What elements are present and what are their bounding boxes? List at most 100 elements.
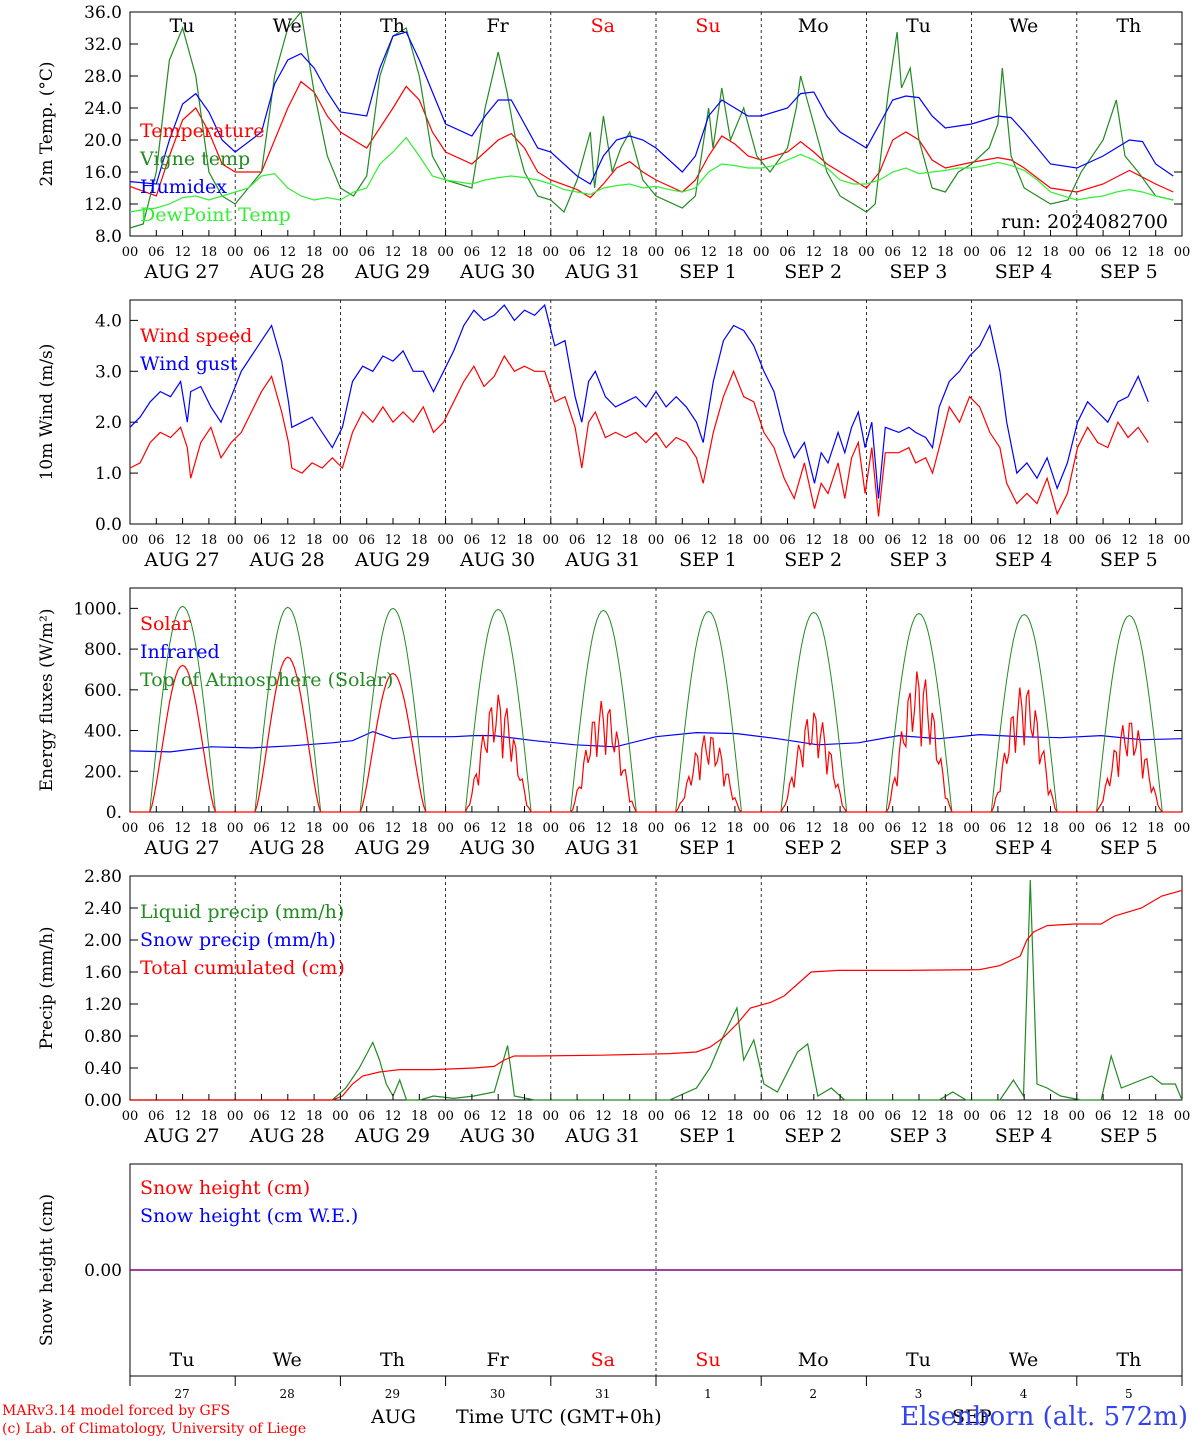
x-tick-label: 06 <box>464 821 481 836</box>
x-date-label: SEP 1 <box>679 1125 737 1147</box>
x-tick-label: 12 <box>1016 1109 1033 1124</box>
x-tick-label: 00 <box>1174 245 1191 260</box>
x-tick-label: 00 <box>1069 245 1086 260</box>
x-tick-label: 00 <box>122 533 139 548</box>
weekday-label: Th <box>380 1349 405 1371</box>
x-tick-label: 00 <box>437 821 454 836</box>
x-tick-label: 12 <box>174 1109 191 1124</box>
y-tick-label: 2.80 <box>84 867 122 887</box>
day-number-label: 29 <box>385 1387 400 1400</box>
station-name: Elsenborn (alt. 572m) <box>900 1402 1188 1432</box>
weekday-label: Fr <box>486 15 509 37</box>
x-tick-label: 18 <box>1042 1109 1059 1124</box>
y-tick-label: 32.0 <box>84 35 122 55</box>
x-date-label: AUG 28 <box>249 261 325 283</box>
x-tick-label: 12 <box>385 1109 402 1124</box>
series-line <box>129 303 1149 499</box>
y-tick-label: 20.0 <box>84 131 122 151</box>
x-tick-label: 00 <box>963 533 980 548</box>
x-tick-label: 06 <box>674 821 691 836</box>
legend-entry: Snow height (cm W.E.) <box>140 1205 358 1227</box>
x-tick-label: 06 <box>148 245 165 260</box>
weekday-label: Tu <box>906 15 931 37</box>
x-tick-label: 06 <box>884 245 901 260</box>
x-tick-label: 12 <box>595 245 612 260</box>
series-line-solar <box>971 687 1077 813</box>
day-number-label: 3 <box>915 1387 923 1400</box>
x-tick-label: 12 <box>595 821 612 836</box>
weekday-label: Tu <box>906 1349 931 1371</box>
x-tick-label: 00 <box>543 245 560 260</box>
y-axis-label: 2m Temp. (°C) <box>37 61 57 186</box>
series-line-solar <box>445 694 551 813</box>
x-tick-label: 12 <box>806 245 823 260</box>
x-tick-label: 12 <box>1121 821 1138 836</box>
x-tick-label: 12 <box>806 533 823 548</box>
y-tick-label: 3.0 <box>95 362 122 382</box>
x-date-label: SEP 3 <box>889 837 947 859</box>
y-tick-label: 0.80 <box>84 1027 122 1047</box>
y-tick-label: 0.00 <box>84 1261 122 1281</box>
x-date-label: SEP 1 <box>679 549 737 571</box>
weekday-label: Tu <box>170 1349 195 1371</box>
y-tick-label: 24.0 <box>84 99 122 119</box>
x-tick-label: 06 <box>1095 821 1112 836</box>
y-tick-label: 0. <box>106 803 122 823</box>
x-tick-label: 06 <box>358 245 375 260</box>
legend-entry: Humidex <box>140 176 227 198</box>
x-tick-label: 06 <box>253 1109 270 1124</box>
x-tick-label: 18 <box>306 821 323 836</box>
legend-entry: DewPoint Temp <box>140 204 291 226</box>
x-tick-label: 18 <box>621 821 638 836</box>
x-tick-label: 06 <box>253 245 270 260</box>
x-tick-label: 06 <box>358 533 375 548</box>
x-tick-label: 00 <box>122 821 139 836</box>
x-date-label: SEP 4 <box>995 549 1053 571</box>
x-tick-label: 06 <box>148 533 165 548</box>
x-tick-label: 06 <box>253 821 270 836</box>
x-tick-label: 12 <box>911 245 928 260</box>
x-date-label: AUG 29 <box>354 261 430 283</box>
x-date-label: AUG 29 <box>354 837 430 859</box>
x-tick-label: 00 <box>753 245 770 260</box>
x-tick-label: 00 <box>753 821 770 836</box>
legend-entry: Snow height (cm) <box>140 1177 310 1199</box>
x-tick-label: 18 <box>832 533 849 548</box>
series-line-solar <box>866 671 972 813</box>
x-date-label: SEP 5 <box>1100 1125 1158 1147</box>
y-tick-label: 36.0 <box>84 3 122 23</box>
x-tick-label: 18 <box>201 821 218 836</box>
weekday-label: Sa <box>591 15 615 37</box>
series-line <box>129 31 1174 185</box>
time-axis-label: Time UTC (GMT+0h) <box>456 1406 662 1428</box>
x-tick-label: 12 <box>280 821 297 836</box>
y-tick-label: 1.0 <box>95 464 122 484</box>
x-tick-label: 18 <box>411 245 428 260</box>
y-tick-label: 200. <box>84 762 122 782</box>
day-number-label: 2 <box>809 1387 817 1400</box>
x-tick-label: 00 <box>963 821 980 836</box>
series-line <box>129 80 1174 199</box>
x-date-label: SEP 2 <box>784 837 842 859</box>
series-line-top-of-atmosphere <box>656 610 762 813</box>
x-tick-label: 06 <box>884 533 901 548</box>
x-tick-label: 00 <box>648 533 665 548</box>
x-tick-label: 06 <box>148 821 165 836</box>
x-tick-label: 18 <box>832 821 849 836</box>
x-tick-label: 06 <box>779 821 796 836</box>
day-number-label: 30 <box>490 1387 505 1400</box>
x-tick-label: 12 <box>1121 1109 1138 1124</box>
x-tick-label: 18 <box>201 245 218 260</box>
x-tick-label: 00 <box>332 821 349 836</box>
x-tick-label: 18 <box>306 1109 323 1124</box>
x-tick-label: 06 <box>148 1109 165 1124</box>
series-line-top-of-atmosphere <box>340 607 446 813</box>
x-tick-label: 18 <box>621 533 638 548</box>
x-tick-label: 00 <box>332 245 349 260</box>
x-tick-label: 06 <box>253 533 270 548</box>
x-date-label: AUG 28 <box>249 549 325 571</box>
x-tick-label: 00 <box>543 533 560 548</box>
x-tick-label: 18 <box>411 821 428 836</box>
x-tick-label: 06 <box>358 821 375 836</box>
weekday-label: Fr <box>486 1349 509 1371</box>
